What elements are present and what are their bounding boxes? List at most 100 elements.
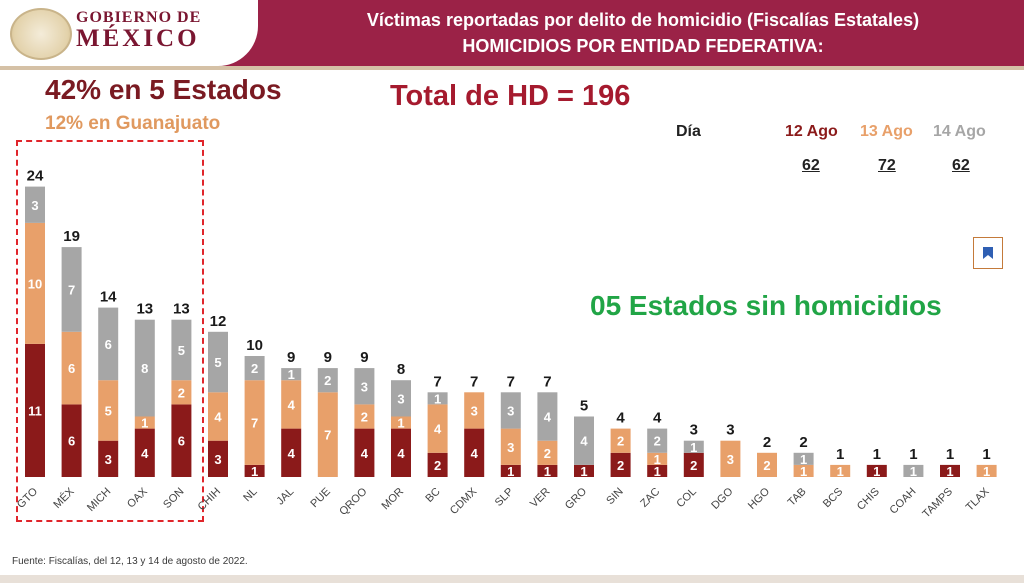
bar-segment <box>647 452 668 465</box>
category-label: COAH <box>888 486 919 517</box>
category-label: TLAX <box>964 485 992 513</box>
segment-label: 2 <box>617 434 624 449</box>
category-label: SLP <box>493 486 516 509</box>
bar-total-label: 4 <box>653 410 662 427</box>
segment-label: 2 <box>617 458 624 473</box>
bar-segment <box>98 440 119 477</box>
segment-label: 1 <box>946 464 953 479</box>
bar-segment <box>317 368 338 393</box>
bar-segment <box>427 392 448 405</box>
bar-segment <box>464 428 485 477</box>
bar-segment <box>391 380 411 417</box>
bar-total-label: 2 <box>799 434 807 451</box>
segment-label: 1 <box>397 416 404 431</box>
bar-total-label: 5 <box>580 398 588 415</box>
segment-label: 4 <box>580 434 588 449</box>
segment-label: 11 <box>28 403 42 418</box>
bar-total-label: 9 <box>287 349 295 366</box>
bar-segment <box>244 380 265 465</box>
category-label: MICH <box>85 486 113 514</box>
bar-segment <box>793 464 814 477</box>
bar-segment <box>25 222 45 344</box>
bar-segment <box>354 404 375 429</box>
segment-label: 5 <box>178 343 185 358</box>
segment-label: 3 <box>507 440 514 455</box>
category-label: MOR <box>379 486 406 513</box>
bar-segment <box>354 428 375 477</box>
category-label: BC <box>423 486 442 505</box>
segment-label: 7 <box>68 282 75 297</box>
segment-label: 1 <box>873 464 880 479</box>
segment-label: 5 <box>105 403 112 418</box>
bar-segment <box>98 380 119 441</box>
segment-label: 2 <box>763 458 770 473</box>
bar-segment <box>281 380 302 429</box>
bar-segment <box>98 307 119 381</box>
bar-total-label: 7 <box>543 373 551 390</box>
segment-label: 3 <box>361 379 368 394</box>
segment-label: 4 <box>141 446 149 461</box>
bar-segment <box>171 380 192 405</box>
bar-segment <box>391 416 411 429</box>
segment-label: 2 <box>544 446 551 461</box>
bar-segment <box>61 247 82 332</box>
bar-segment <box>537 392 558 441</box>
segment-label: 1 <box>544 464 551 479</box>
segment-label: 4 <box>471 446 479 461</box>
category-label: COL <box>674 486 698 510</box>
segment-label: 7 <box>251 416 258 431</box>
segment-label: 1 <box>288 367 295 382</box>
footer-bar <box>0 575 1024 583</box>
slide-title: Víctimas reportadas por delito de homici… <box>366 10 920 30</box>
category-label: NL <box>241 486 259 504</box>
bar-segment <box>866 464 887 477</box>
bar-total-label: 13 <box>136 301 153 318</box>
bar-segment <box>683 452 704 477</box>
segment-label: 4 <box>214 410 222 425</box>
segment-label: 7 <box>324 428 331 443</box>
bar-total-label: 12 <box>210 313 227 330</box>
bar-segment <box>683 440 704 453</box>
logo-text-line2: MÉXICO <box>76 25 200 52</box>
category-label: DGO <box>709 485 736 512</box>
legend-count-14: 62 <box>952 157 970 174</box>
bar-segment <box>720 440 741 477</box>
segment-label: 4 <box>397 446 405 461</box>
bar-segment <box>500 464 521 477</box>
bar-segment <box>574 416 594 465</box>
slide-subtitle: HOMICIDIOS POR ENTIDAD FEDERATIVA: <box>462 36 824 56</box>
bar-segment <box>134 428 155 477</box>
bar-segment <box>500 428 521 465</box>
category-label: SIN <box>604 486 625 507</box>
segment-label: 6 <box>105 337 112 352</box>
coat-of-arms-icon <box>10 8 72 60</box>
segment-label: 1 <box>251 464 258 479</box>
bar-segment <box>281 428 302 477</box>
bar-total-label: 1 <box>873 446 881 463</box>
bar-segment <box>61 404 82 477</box>
bar-segment <box>500 392 521 429</box>
total-label: Total de HD = 196 <box>390 80 631 112</box>
bar-segment <box>610 428 631 453</box>
bar-total-label: 4 <box>616 410 625 427</box>
highlight-box <box>16 140 204 522</box>
bar-total-label: 1 <box>982 446 990 463</box>
bar-total-label: 1 <box>946 446 954 463</box>
legend-day-label: Día <box>676 123 701 140</box>
segment-label: 2 <box>690 458 697 473</box>
segment-label: 1 <box>910 464 917 479</box>
segment-label: 1 <box>654 452 661 467</box>
category-label: TAB <box>786 486 809 509</box>
segment-label: 1 <box>654 464 661 479</box>
bar-total-label: 24 <box>27 168 44 185</box>
category-label: VER <box>528 486 553 511</box>
bar-segment <box>427 404 448 453</box>
bar-segment <box>244 356 265 381</box>
bookmark-button[interactable] <box>973 237 1003 269</box>
bar-segment <box>244 464 265 477</box>
segment-label: 3 <box>214 452 221 467</box>
bar-segment <box>61 331 82 405</box>
segment-label: 4 <box>544 410 552 425</box>
bar-total-label: 8 <box>397 361 405 378</box>
